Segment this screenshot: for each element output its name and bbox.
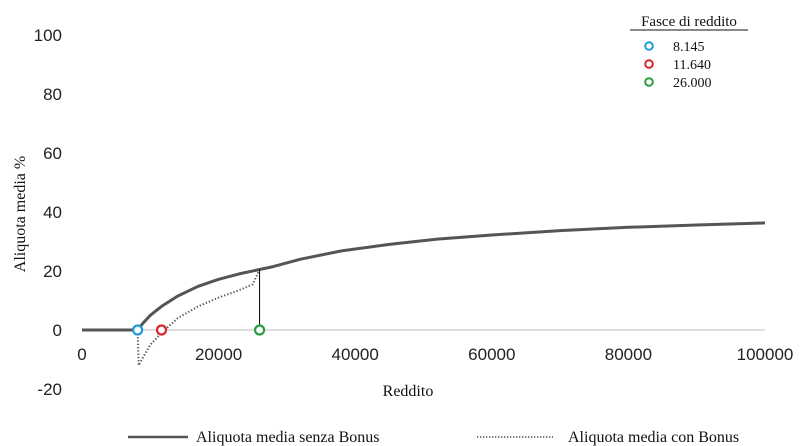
y-axis-label: Aliquota media % [12,156,29,272]
y-tick-label: 0 [53,321,62,340]
income-bands-legend: Fasce di reddito 8.145 11.640 26.000 [630,14,748,91]
series-legend: Aliquota media senza Bonus Aliquota medi… [128,429,739,446]
income-band-legend-label: 26.000 [673,76,712,91]
x-tick-label: 20000 [195,345,242,364]
x-tick-label: 0 [77,345,86,364]
x-tick-label: 80000 [605,345,652,364]
series-line-senza-bonus [82,221,766,332]
income-band-markers [132,324,266,336]
y-tick-label: 80 [43,85,62,104]
series-line-con-bonus [82,221,766,367]
income-bands-title: Fasce di reddito [641,14,737,30]
y-tick-label: 60 [43,144,62,163]
income-band-marker [132,324,144,336]
x-tick-label: 60000 [468,345,515,364]
income-band-legend-marker [644,59,654,69]
income-band-legend-marker [644,77,654,87]
legend-label-con-bonus: Aliquota media con Bonus [568,429,739,446]
y-tick-label: 20 [43,262,62,281]
x-tick-label: 100000 [737,345,794,364]
income-band-legend-label: 11.640 [673,58,711,73]
income-band-marker [155,324,168,336]
x-tick-label: 40000 [332,345,379,364]
income-band-legend-label: 8.145 [673,40,705,55]
y-tick-label: 40 [43,203,62,222]
y-tick-label: 100 [34,26,62,45]
y-tick-label: -20 [37,380,62,399]
income-band-marker [253,324,266,336]
x-tick-labels: 0 20000 40000 60000 80000 100000 [77,345,793,364]
legend-label-senza-bonus: Aliquota media senza Bonus [196,429,380,446]
series-group [82,221,766,367]
income-band-legend-marker [644,41,654,51]
x-axis-label: Reddito [383,383,434,400]
y-tick-labels: 100 80 60 40 20 0 -20 [34,26,62,399]
